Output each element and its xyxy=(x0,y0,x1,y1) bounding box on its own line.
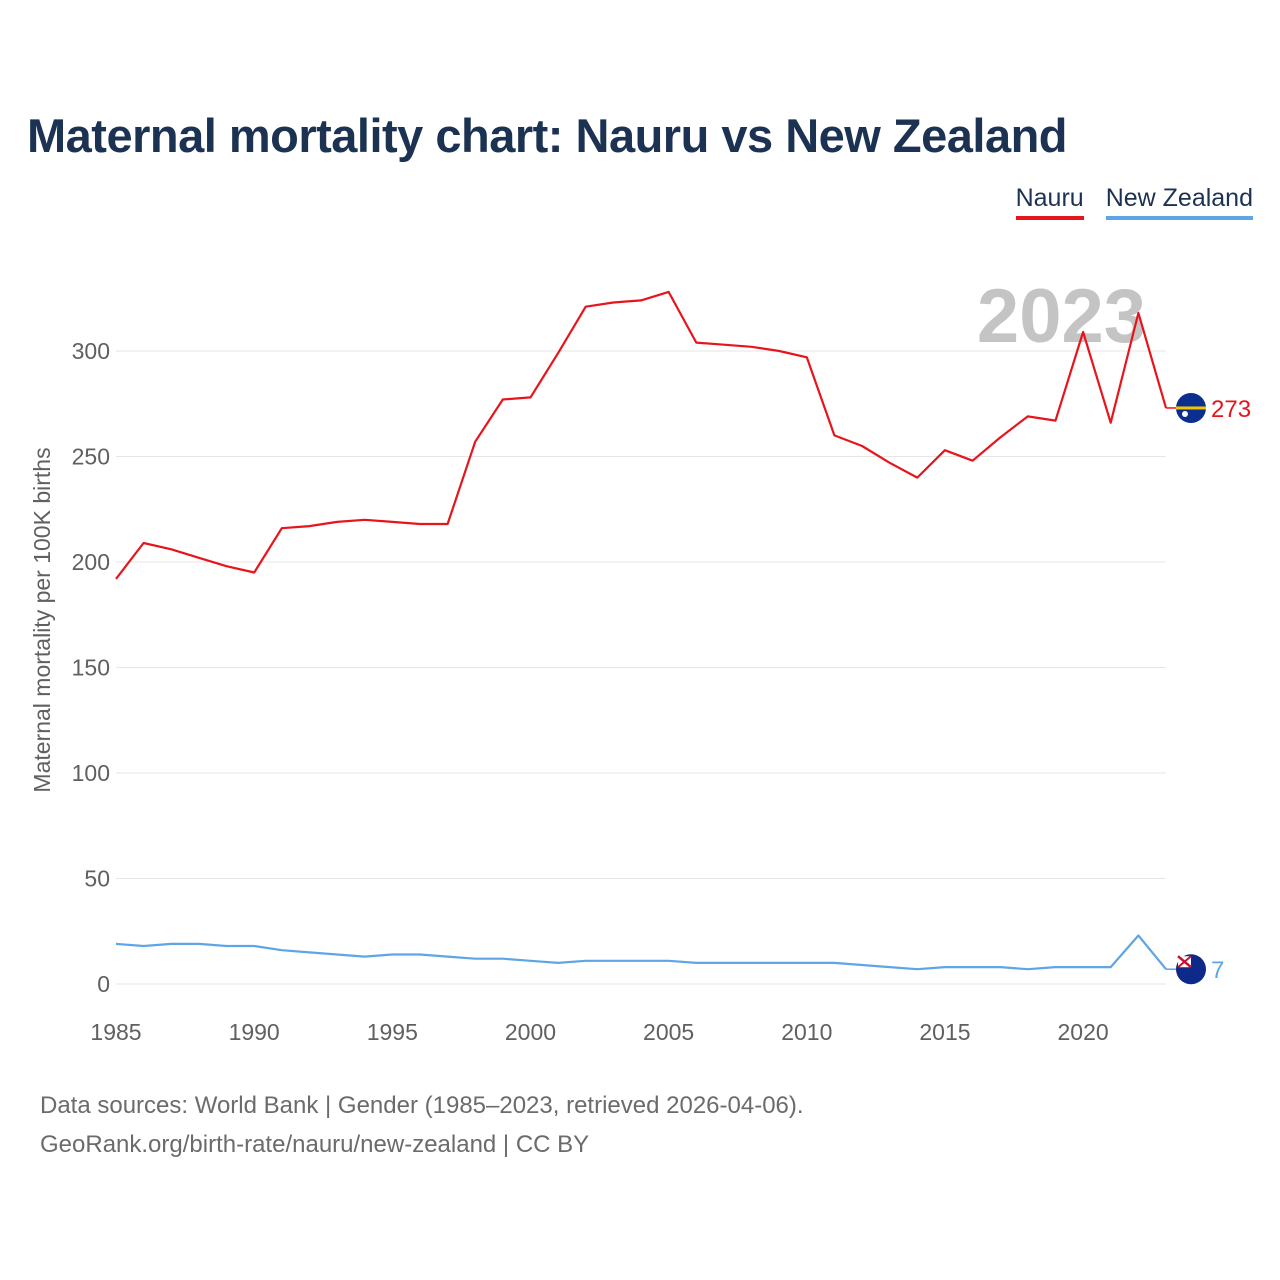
y-tick-label: 100 xyxy=(72,760,110,786)
y-axis-ticks: 0 50 100 150 200 250 300 xyxy=(72,338,110,997)
x-tick-label: 2005 xyxy=(643,1019,694,1045)
source-url: GeoRank.org/birth-rate/nauru/new-zealand… xyxy=(40,1131,590,1158)
x-tick-label: 1985 xyxy=(90,1019,141,1045)
chart-plot: 2023 0 50 100 150 200 250 300 1985 1990 1995 2000… xyxy=(29,274,1251,1045)
legend-item-nauru[interactable]: Nauru xyxy=(1015,184,1084,220)
x-tick-label: 2015 xyxy=(919,1019,970,1045)
x-tick-label: 2000 xyxy=(505,1019,556,1045)
legend-item-new-zealand[interactable]: New Zealand xyxy=(1105,184,1253,220)
x-axis-ticks: 1985 1990 1995 2000 2005 2010 2015 2020 xyxy=(90,1019,1108,1045)
y-tick-label: 200 xyxy=(72,549,110,575)
y-tick-label: 50 xyxy=(84,866,110,892)
y-tick-label: 250 xyxy=(72,444,110,470)
nauru-flag-icon xyxy=(1176,392,1206,423)
legend: Nauru New Zealand xyxy=(1015,184,1253,220)
y-tick-label: 300 xyxy=(72,338,110,364)
year-label: 2023 xyxy=(977,274,1146,359)
y-tick-label: 150 xyxy=(72,655,110,681)
chart-title: Maternal mortality chart: Nauru vs New Z… xyxy=(27,109,1068,162)
end-value-label: 273 xyxy=(1211,396,1251,423)
x-tick-label: 2010 xyxy=(781,1019,832,1045)
x-tick-label: 1995 xyxy=(367,1019,418,1045)
series-line-nauru xyxy=(115,290,1168,580)
new-zealand-flag-icon xyxy=(1176,954,1206,985)
footer: Data sources: World Bank | Gender (1985–… xyxy=(40,1086,804,1164)
grid-lines xyxy=(116,350,1166,985)
x-tick-label: 2020 xyxy=(1058,1019,1109,1045)
y-tick-label: 0 xyxy=(97,971,110,997)
y-axis-label: Maternal mortality per 100K births xyxy=(29,447,55,792)
end-value-label: 7 xyxy=(1211,957,1224,984)
source-text: Data sources: World Bank | Gender (1985–… xyxy=(40,1092,804,1119)
series-end-markers: 273 7 xyxy=(1166,392,1251,985)
series-lines xyxy=(115,290,1168,971)
x-tick-label: 1990 xyxy=(229,1019,280,1045)
series-line-new-zealand xyxy=(115,934,1167,971)
